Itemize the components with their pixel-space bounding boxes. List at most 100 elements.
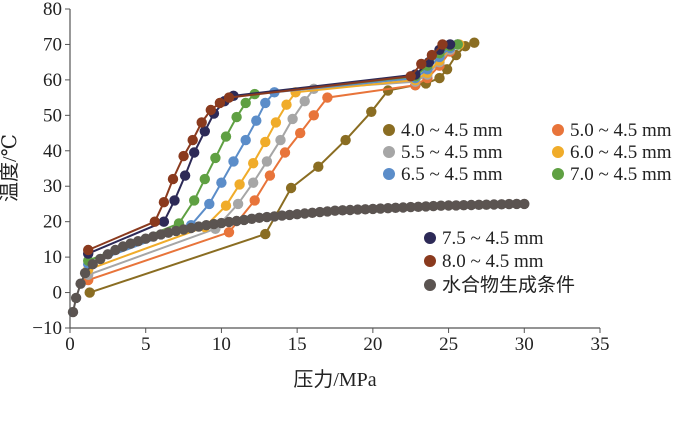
data-point — [416, 58, 427, 70]
series-8 — [83, 39, 448, 256]
y-tick-label: 50 — [43, 105, 62, 126]
plot-area — [67, 37, 530, 318]
data-point — [322, 206, 333, 217]
y-tick-label: 0 — [53, 283, 63, 304]
data-point — [344, 204, 356, 216]
data-point — [248, 177, 259, 188]
data-point — [511, 198, 522, 210]
data-point — [199, 126, 210, 137]
data-point — [205, 104, 216, 116]
data-point — [444, 39, 456, 50]
x-tick-label: 15 — [288, 334, 307, 355]
data-point — [238, 214, 250, 226]
data-point — [488, 199, 500, 210]
y-tick-label: 10 — [43, 247, 62, 268]
data-point — [428, 200, 439, 212]
data-point — [270, 117, 282, 128]
x-tick-label: 25 — [439, 334, 458, 355]
data-point — [434, 72, 445, 84]
data-point — [452, 39, 463, 50]
data-point — [405, 71, 416, 82]
legend-label: 6.5 ~ 4.5 mm — [401, 164, 503, 185]
data-point — [413, 201, 424, 212]
data-point — [469, 37, 480, 48]
data-point — [307, 207, 318, 218]
legend-label: 6.0 ~ 4.5 mm — [570, 142, 672, 163]
x-tick-label: 10 — [212, 334, 231, 355]
y-axis-title: 温度/℃ — [0, 134, 21, 202]
data-point — [261, 156, 273, 167]
legend-label: 水合物生成条件 — [442, 274, 575, 296]
legend-item: 水合物生成条件 — [424, 274, 575, 296]
data-point — [337, 205, 348, 216]
data-point — [246, 213, 257, 224]
x-tick-label: 30 — [515, 334, 534, 355]
data-point — [308, 110, 319, 121]
data-point — [382, 203, 394, 214]
data-point — [95, 253, 106, 265]
data-point — [269, 211, 280, 222]
data-point — [216, 217, 227, 229]
data-point — [279, 147, 291, 158]
data-point — [295, 127, 306, 139]
legend-label: 5.5 ~ 4.5 mm — [401, 142, 503, 163]
data-point — [231, 111, 242, 123]
data-point — [313, 161, 324, 172]
data-point — [223, 227, 235, 238]
data-point — [179, 170, 191, 181]
data-point — [260, 97, 271, 109]
data-point — [187, 134, 198, 146]
data-point — [84, 287, 95, 298]
x-tick-label: 5 — [141, 334, 151, 355]
data-point — [503, 198, 515, 210]
data-point — [167, 173, 179, 185]
legend-label: 4.0 ~ 4.5 mm — [401, 120, 503, 141]
data-point — [367, 203, 379, 215]
data-point — [261, 211, 273, 223]
data-point — [284, 209, 295, 221]
data-point — [281, 99, 292, 110]
legend-item: 6.5 ~ 4.5 mm — [383, 164, 503, 185]
legend-marker — [552, 124, 564, 136]
legend-label: 8.0 ~ 4.5 mm — [442, 251, 544, 272]
data-point — [375, 203, 386, 214]
data-point — [275, 134, 286, 146]
data-point — [87, 259, 98, 270]
legend-marker — [383, 168, 395, 180]
legend-marker — [552, 168, 564, 180]
data-point — [158, 216, 170, 227]
data-point — [220, 200, 232, 211]
data-point — [210, 152, 221, 164]
data-point — [291, 209, 303, 220]
data-point — [158, 197, 170, 208]
data-point — [264, 170, 276, 181]
y-tick-label: 80 — [43, 0, 62, 20]
y-tick-label: 30 — [43, 176, 62, 197]
data-point — [437, 39, 448, 50]
data-point — [240, 97, 251, 109]
data-point — [216, 177, 227, 188]
data-point — [260, 136, 271, 148]
data-point — [228, 156, 239, 167]
legend-item: 5.5 ~ 4.5 mm — [383, 142, 503, 163]
x-tick-label: 20 — [363, 334, 382, 355]
data-point — [254, 212, 265, 223]
data-point — [299, 96, 310, 107]
y-tick-label: 60 — [43, 70, 62, 91]
data-point — [79, 267, 91, 279]
data-point — [83, 244, 94, 256]
y-tick-label: 70 — [43, 34, 62, 55]
data-point — [196, 117, 207, 128]
data-point — [201, 220, 212, 231]
data-point — [426, 49, 438, 61]
legend-marker — [424, 255, 436, 267]
data-point — [67, 306, 79, 318]
legend-marker — [552, 146, 564, 158]
data-point — [519, 198, 530, 210]
data-point — [220, 131, 232, 142]
data-point — [340, 134, 351, 146]
data-point — [473, 199, 485, 210]
x-axis-title: 压力/MPa — [293, 368, 376, 391]
data-point — [496, 199, 507, 210]
